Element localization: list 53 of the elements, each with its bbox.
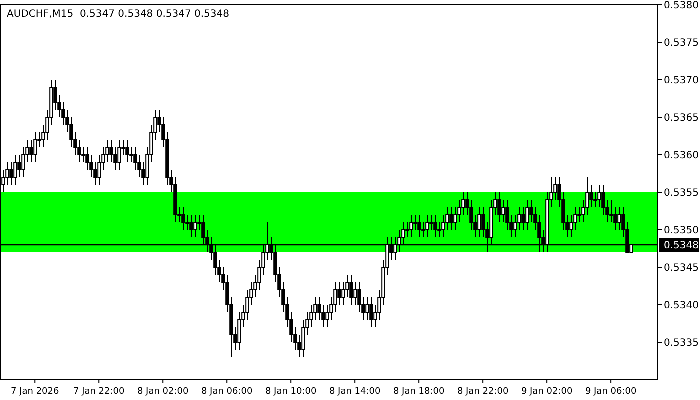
y-tick-label: 0.5335 — [664, 338, 699, 349]
y-tick-label: 0.5375 — [664, 38, 699, 49]
x-tick-label: 8 Jan 06:00 — [201, 387, 254, 397]
candlestick — [194, 214, 198, 238]
candlestick — [14, 154, 18, 186]
candlestick — [126, 140, 130, 163]
candlestick — [354, 282, 358, 306]
candlestick — [426, 214, 430, 238]
candlestick — [10, 162, 14, 186]
candlestick — [450, 207, 454, 230]
candlestick — [430, 214, 434, 230]
candlestick — [418, 214, 422, 238]
y-tick-label: 0.5370 — [664, 76, 699, 86]
y-tick-label: 0.5360 — [664, 150, 699, 162]
x-tick-label: 8 Jan 14:00 — [329, 387, 381, 397]
x-tick-label: 7 Jan 22:00 — [73, 387, 126, 397]
y-tick-label: 0.5355 — [664, 188, 699, 199]
ref-line-label: 0.5348 — [664, 240, 699, 252]
y-tick-label: 0.5345 — [664, 263, 699, 274]
candlestick — [366, 297, 370, 320]
x-tick-label: 8 Jan 22:00 — [457, 387, 509, 397]
candlestick — [502, 200, 506, 223]
x-tick-label: 8 Jan 10:00 — [265, 387, 318, 397]
x-tick-label: 8 Jan 02:00 — [137, 387, 190, 397]
candlestick — [350, 274, 354, 306]
candlestick — [190, 214, 194, 238]
candlestick — [598, 184, 602, 208]
candlestick — [410, 214, 414, 238]
y-tick-label: 0.5340 — [664, 300, 699, 312]
candlestick — [18, 154, 22, 178]
candlestick — [526, 200, 530, 230]
chart-title: AUDCHF,M15 0.5347 0.5348 0.5347 0.5348 — [7, 9, 230, 20]
candlestick — [434, 214, 438, 238]
candlestick — [34, 132, 38, 163]
candlestick — [182, 207, 186, 230]
candlestick — [338, 282, 342, 306]
y-tick-label: 0.5380 — [664, 0, 699, 12]
candlestick — [370, 297, 374, 328]
candlestick — [498, 192, 502, 223]
y-tick-label: 0.5350 — [664, 226, 699, 236]
x-tick-label: 9 Jan 02:00 — [521, 387, 573, 397]
candlestick — [590, 184, 594, 208]
candlestick — [618, 207, 622, 230]
x-tick-label: 7 Jan 2026 — [11, 387, 60, 397]
x-tick-label: 8 Jan 18:00 — [393, 387, 445, 397]
candlestick — [522, 207, 526, 230]
candlestick — [610, 200, 614, 223]
candlestick — [414, 214, 418, 230]
y-tick-label: 0.5365 — [664, 113, 699, 124]
x-tick-label: 9 Jan 06:00 — [585, 387, 637, 397]
candlestick — [478, 207, 482, 238]
candlestick — [30, 140, 34, 163]
candlestick — [118, 140, 122, 170]
